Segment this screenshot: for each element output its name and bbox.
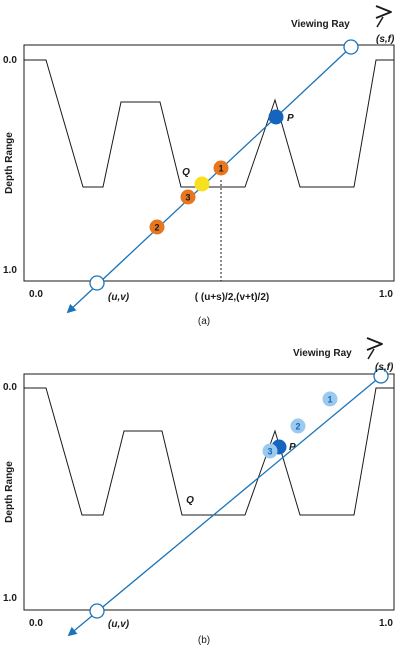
start-point-label: (u,v) <box>108 619 130 630</box>
viewing-ray <box>67 375 382 637</box>
viewing-ray-label: Viewing Ray <box>293 348 352 359</box>
caption-a: (a) <box>198 316 210 327</box>
ray-eye-point <box>373 368 389 384</box>
sample-point-3 <box>180 189 196 205</box>
eye-icon <box>375 5 392 28</box>
x-tick-right: 1.0 <box>379 618 393 629</box>
sample-label-3: 3 <box>185 193 190 203</box>
depth-profile <box>24 387 394 516</box>
y-axis-label: Depth Range <box>4 132 15 194</box>
eye-icon <box>366 337 383 360</box>
midpoint-label: ( (u+s)/2,(v+t)/2) <box>195 292 269 303</box>
sample-label-3: 3 <box>267 447 272 457</box>
sample-point-1 <box>213 160 229 176</box>
ray-start-point <box>89 603 105 619</box>
sample-point-3 <box>262 443 278 459</box>
eye-point-label: (s,f) <box>376 34 395 45</box>
x-tick-right: 1.0 <box>379 289 393 300</box>
label-p: P <box>289 442 296 453</box>
ray-start-point <box>89 275 105 291</box>
y-tick-top: 0.0 <box>3 55 17 66</box>
panel-b: 1 2 3 Q P Viewing Ray (s,f) (u,v) 0.0 1.… <box>3 337 395 646</box>
start-point-label: (u,v) <box>108 292 130 303</box>
y-tick-bottom: 1.0 <box>3 593 17 604</box>
depth-frame <box>23 373 395 611</box>
sample-label-2: 2 <box>295 422 300 432</box>
panel-a: 2 3 1 Q P Viewing Ray (s,f) (u,v) 0.0 1.… <box>3 5 395 327</box>
sample-label-1: 1 <box>327 395 332 405</box>
y-tick-bottom: 1.0 <box>3 265 17 276</box>
depth-profile <box>24 59 394 188</box>
label-q: Q <box>186 495 194 506</box>
intersection-point-q <box>194 176 210 192</box>
ray-eye-point <box>343 39 359 55</box>
viewing-ray <box>66 46 352 314</box>
sample-point-2 <box>149 219 165 235</box>
sample-label-1: 1 <box>218 164 223 174</box>
eye-point-label: (s,f) <box>375 362 394 373</box>
viewing-ray-label: Viewing Ray <box>291 19 350 30</box>
x-tick-left: 0.0 <box>29 618 43 629</box>
sample-label-2: 2 <box>154 223 159 233</box>
x-tick-left: 0.0 <box>29 289 43 300</box>
y-tick-top: 0.0 <box>3 382 17 393</box>
intersection-point-p <box>268 109 284 125</box>
label-p: P <box>287 113 294 124</box>
y-axis-label: Depth Range <box>4 461 15 523</box>
caption-b: (b) <box>198 635 210 646</box>
label-q: Q <box>182 167 190 178</box>
sample-point-1 <box>322 391 338 407</box>
depth-frame <box>23 44 395 282</box>
sample-point-2 <box>290 418 306 434</box>
